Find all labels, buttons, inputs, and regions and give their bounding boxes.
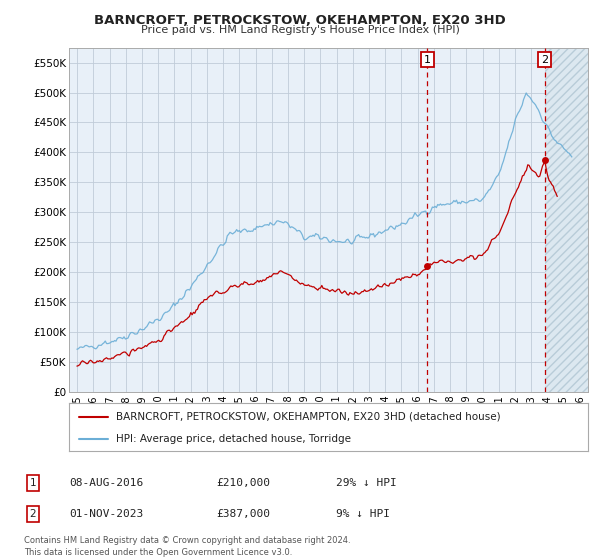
Bar: [545, 48, 588, 392]
Text: HPI: Average price, detached house, Torridge: HPI: Average price, detached house, Torr…: [116, 434, 351, 444]
Text: 08-AUG-2016: 08-AUG-2016: [69, 478, 143, 488]
Text: 2: 2: [541, 55, 548, 64]
Text: BARNCROFT, PETROCKSTOW, OKEHAMPTON, EX20 3HD: BARNCROFT, PETROCKSTOW, OKEHAMPTON, EX20…: [94, 14, 506, 27]
Text: £210,000: £210,000: [216, 478, 270, 488]
Text: 29% ↓ HPI: 29% ↓ HPI: [336, 478, 397, 488]
Text: Contains HM Land Registry data © Crown copyright and database right 2024.
This d: Contains HM Land Registry data © Crown c…: [24, 536, 350, 557]
Text: 9% ↓ HPI: 9% ↓ HPI: [336, 509, 390, 519]
Text: Price paid vs. HM Land Registry's House Price Index (HPI): Price paid vs. HM Land Registry's House …: [140, 25, 460, 35]
Text: 01-NOV-2023: 01-NOV-2023: [69, 509, 143, 519]
Text: 2: 2: [29, 509, 37, 519]
Text: 1: 1: [424, 55, 431, 64]
Text: £387,000: £387,000: [216, 509, 270, 519]
Text: 1: 1: [29, 478, 37, 488]
Text: BARNCROFT, PETROCKSTOW, OKEHAMPTON, EX20 3HD (detached house): BARNCROFT, PETROCKSTOW, OKEHAMPTON, EX20…: [116, 412, 500, 422]
